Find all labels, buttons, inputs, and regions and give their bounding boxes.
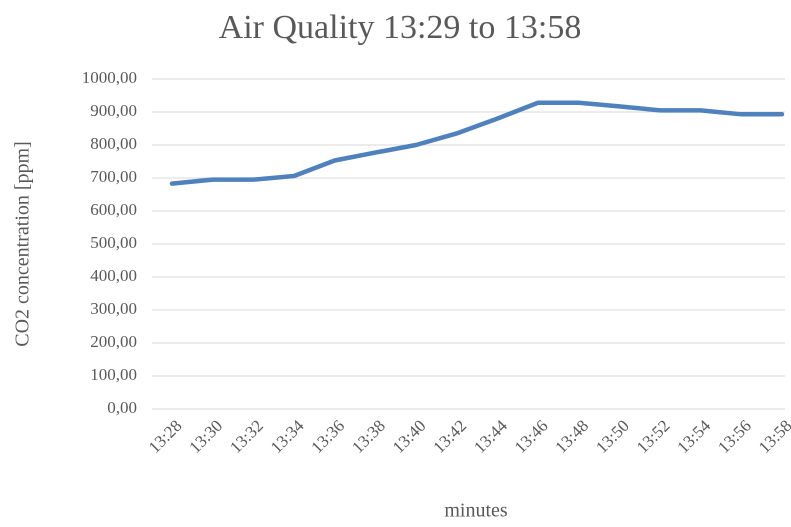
y-axis-title: CO2 concentration [ppm] [12,141,34,347]
y-tick-label: 200,00 [90,332,137,351]
chart-title: Air Quality 13:29 to 13:58 [219,9,582,46]
y-tick-label: 600,00 [90,200,137,219]
y-tick-label: 300,00 [90,299,137,318]
x-tick-label: 13:40 [389,416,430,457]
x-tick-label: 13:54 [673,416,714,457]
x-tick-label: 13:30 [185,416,226,457]
y-tick-label: 500,00 [90,233,137,252]
x-tick-label: 13:56 [714,416,755,457]
x-tick-label: 13:32 [226,416,267,457]
x-tick-label: 13:50 [592,416,633,457]
x-axis-title: minutes [444,500,508,522]
y-tick-label: 100,00 [90,365,137,384]
y-tick-label: 900,00 [90,101,137,120]
y-tick-label: 0,00 [107,398,137,417]
x-tick-label: 13:28 [145,416,186,457]
x-tick-label: 13:34 [267,416,308,457]
x-tick-label: 13:52 [633,416,674,457]
y-tick-label: 700,00 [90,167,137,186]
y-tick-label: 1000,00 [82,68,137,87]
x-tick-label: 13:36 [307,416,348,457]
data-line [169,100,785,186]
y-tick-label: 400,00 [90,266,137,285]
x-tick-label: 13:44 [470,416,511,457]
x-tick-label: 13:48 [551,416,592,457]
x-tick-label: 13:58 [755,416,791,457]
x-tick-label: 13:38 [348,416,389,457]
y-tick-label: 800,00 [90,134,137,153]
x-tick-label: 13:46 [511,416,552,457]
x-tick-label: 13:42 [429,416,470,457]
